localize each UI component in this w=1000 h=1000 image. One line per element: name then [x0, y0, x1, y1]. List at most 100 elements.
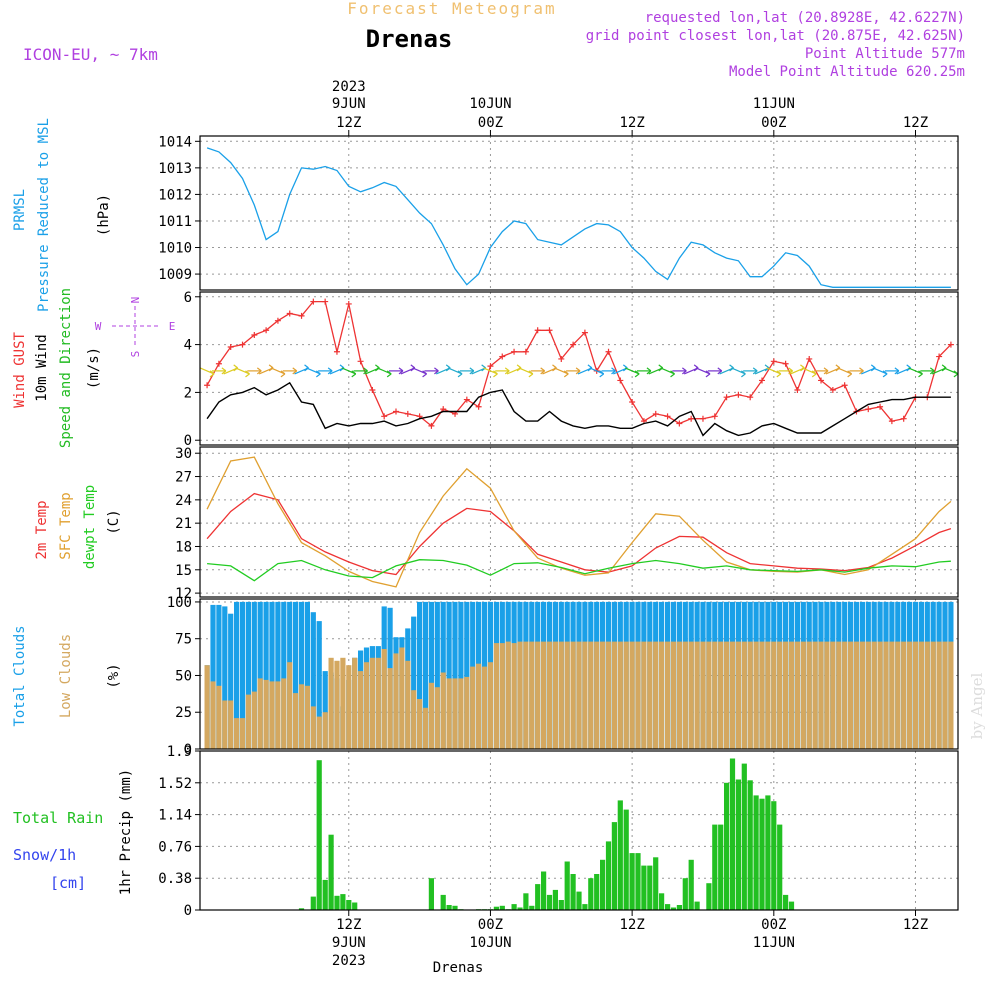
low-clouds-bar — [358, 671, 364, 749]
rain-bar — [682, 878, 688, 910]
low-clouds-bar — [446, 678, 452, 749]
low-clouds-bar — [535, 641, 541, 749]
precip-panel: 0 0.38 0.76 1.14 1.52 1.9 — [158, 744, 958, 919]
wind-direction-arrowhead — [256, 367, 262, 375]
precip-ytick-label: 0 — [184, 903, 192, 919]
rain-bar — [629, 853, 635, 910]
low-clouds-bar — [777, 641, 783, 749]
low-clouds-bar — [204, 665, 210, 749]
temp-unit: (C) — [106, 509, 122, 534]
clouds-ytick-label: 25 — [175, 705, 192, 721]
low-clouds-bar — [895, 641, 901, 749]
top-time-label: 00Z — [761, 115, 786, 131]
rain-bar — [712, 824, 718, 910]
gust-marker — [936, 353, 943, 360]
wind-direction-arrowhead — [776, 370, 782, 378]
precip-ytick-label: 1.52 — [158, 776, 192, 792]
low-clouds-bar — [405, 660, 411, 749]
precip-ytick-label: 0.38 — [158, 871, 192, 887]
low-clouds-bar — [912, 641, 919, 749]
rain-bar — [676, 905, 682, 910]
clouds-panel: 0 25 50 75 100 — [167, 595, 958, 758]
top-time-label: 10JUN — [469, 96, 511, 112]
low-clouds-bar — [251, 691, 257, 749]
total-clouds-bar — [293, 601, 299, 749]
wind-direction-arrow — [447, 367, 463, 375]
top-time-label: 2023 — [332, 79, 366, 95]
low-clouds-bar — [918, 641, 924, 749]
precip-frame — [199, 750, 959, 911]
low-clouds-bar — [729, 641, 736, 749]
rain-bar — [753, 795, 759, 910]
total-clouds-bar — [269, 601, 275, 749]
bottom-time-label: 12Z — [619, 917, 644, 933]
low-clouds-bar — [765, 641, 771, 749]
sfc-label: SFC Temp — [58, 492, 74, 559]
wind-direction-arrowhead — [611, 367, 616, 375]
wind-direction-arrowhead — [327, 367, 333, 375]
rain-bar — [729, 758, 736, 910]
prmsl-panel: 1009 1010 1011 1012 1013 1014 — [158, 134, 958, 290]
low-clouds-bar — [304, 685, 310, 749]
low-clouds-bar — [529, 641, 535, 749]
total-clouds-bar — [234, 601, 240, 749]
rain-bar — [788, 901, 795, 910]
rain-bar — [322, 879, 328, 910]
rain-bar — [605, 841, 612, 910]
gust-marker — [782, 360, 789, 367]
total-clouds-bar — [452, 601, 458, 749]
gust-marker — [605, 348, 612, 355]
prmsl-line — [206, 147, 951, 288]
gust-marker — [487, 363, 494, 370]
prmsl-frame — [199, 135, 959, 291]
low-clouds-bar — [783, 641, 789, 749]
wind-direction-arrowhead — [422, 370, 427, 378]
gust-marker — [794, 387, 801, 394]
low-clouds-bar — [576, 641, 582, 749]
rain-bar — [546, 894, 553, 910]
rain-bar — [688, 859, 694, 910]
wind-direction-arrowhead — [634, 370, 640, 378]
total-clouds-bar — [322, 671, 328, 749]
point-altitude: Point Altitude 577m — [805, 46, 965, 62]
low-clouds-bar — [688, 641, 694, 749]
low-clouds-bar — [670, 641, 677, 749]
gust-marker — [499, 353, 506, 360]
total-clouds-bar — [446, 601, 452, 749]
top-time-label: 11JUN — [753, 96, 795, 112]
wind-direction-arrow — [412, 367, 427, 375]
low-clouds-bar — [564, 641, 570, 749]
low-clouds-bar — [546, 641, 553, 749]
low-clouds-bar — [369, 657, 375, 749]
low-clouds-bar — [458, 678, 464, 749]
gust-marker — [227, 343, 234, 350]
wind-direction-arrowhead — [315, 370, 321, 378]
top-time-label: 00Z — [478, 115, 503, 131]
gust-marker — [274, 317, 281, 324]
low-clouds-bar — [706, 641, 712, 749]
low-clouds-bar — [558, 641, 564, 749]
total-clouds-bar — [239, 601, 246, 749]
low-clouds-bar — [883, 641, 889, 749]
total-rain-label: Total Rain — [13, 809, 103, 827]
total-clouds-bar — [411, 616, 417, 749]
low-clouds-bar — [275, 681, 281, 749]
wind-ytick-label: 6 — [184, 290, 192, 306]
top-time-label: 9JUN — [332, 96, 366, 112]
rain-bar — [611, 822, 617, 910]
low-clouds-bar — [605, 641, 612, 749]
total-clouds-bar — [228, 613, 234, 749]
rain-bar — [641, 865, 647, 910]
wind-direction-arrowhead — [717, 367, 723, 375]
low-clouds-bar — [310, 706, 316, 749]
gust-marker — [357, 358, 364, 365]
low-clouds-bar — [499, 643, 505, 749]
snow-unit-label: [cm] — [50, 874, 86, 892]
low-clouds-bar — [428, 682, 434, 749]
gust-marker — [829, 387, 836, 394]
low-clouds-bar — [647, 641, 653, 749]
low-clouds-bar — [865, 641, 871, 749]
bottom-time-label: 00Z — [761, 917, 786, 933]
wind-direction-arrowhead — [859, 367, 864, 375]
